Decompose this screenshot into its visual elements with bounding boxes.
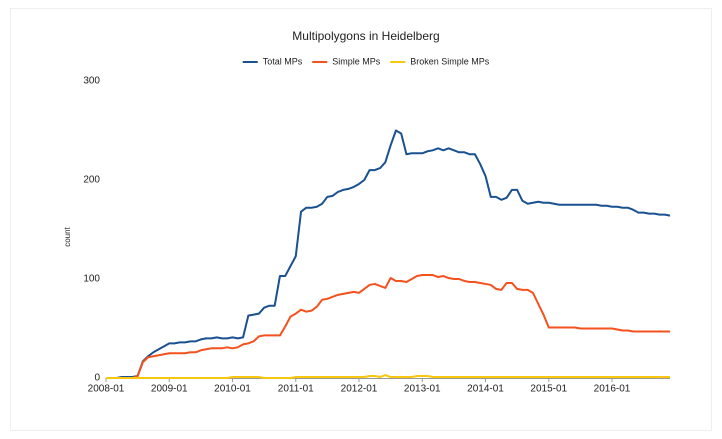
y-tick-label: 100 [83,274,100,285]
x-tick-label: 2008-01 [88,384,125,395]
x-tick-label: 2014-01 [467,384,504,395]
x-tick-label: 2010-01 [214,384,251,395]
y-tick-label: 200 [83,175,100,186]
x-tick-label: 2016-01 [594,384,631,395]
x-tick-label: 2013-01 [404,384,441,395]
y-axis-label: count [63,226,72,246]
x-tick-label: 2012-01 [341,384,378,395]
chart-frame [10,8,712,431]
series-line [106,374,670,379]
legend-label: Broken Simple MPs [410,56,490,66]
x-tick-label: 2015-01 [530,384,567,395]
x-tick-label: 2011-01 [278,384,314,395]
y-tick-label: 300 [83,76,100,87]
legend-label: Simple MPs [332,56,381,66]
series-line [106,274,670,379]
series-line [106,129,671,379]
x-tick-label: 2009-01 [151,384,188,395]
y-tick-label: 0 [94,373,100,384]
chart-title: Multipolygons in Heidelberg [292,29,439,43]
legend-label: Total MPs [263,56,303,66]
